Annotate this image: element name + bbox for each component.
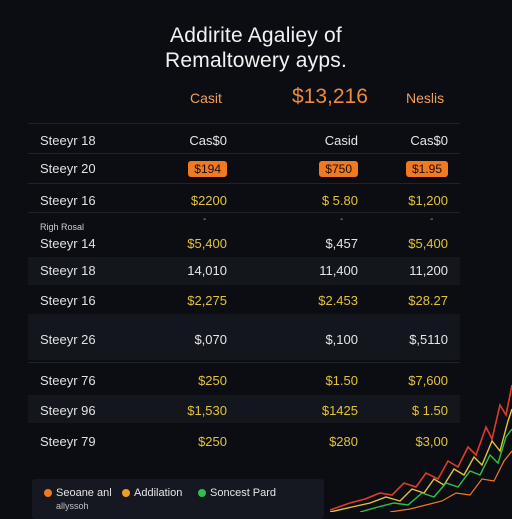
table-row[interactable]: Steeyr 20 $194 $750 $1.95 (0, 158, 512, 180)
cell: $28.27 (408, 293, 448, 308)
page-subtitle: Remaltowery ayps. (165, 49, 347, 72)
row-band (28, 257, 460, 285)
cell: $1425 (321, 403, 358, 418)
dash-marker: - (340, 214, 344, 225)
legend-subtext: allyssoh (56, 501, 89, 511)
legend-label: Soncest Pard (210, 487, 277, 499)
cell: Cas$0 (410, 133, 448, 148)
header-casit: Casit (190, 90, 222, 106)
dash-marker: - (203, 214, 207, 225)
cell: $,100 (325, 332, 358, 347)
cell: $2,275 (187, 293, 227, 308)
legend: Seoane anl Addilation Soncest Pard allys… (32, 479, 324, 519)
row-label: Steeyr 18 (40, 263, 96, 278)
legend-swatch (198, 489, 206, 497)
cell: Casid (324, 133, 358, 148)
cell: $ 5.80 (321, 193, 358, 208)
cell: $,457 (325, 236, 358, 251)
divider (28, 123, 460, 124)
sparkline-decoration (330, 384, 512, 512)
cell: $3,00 (415, 434, 448, 449)
legend-label: Addilation (134, 487, 183, 499)
cell: $1,200 (408, 193, 448, 208)
cell: Cas$0 (189, 133, 227, 148)
cell: $1,530 (187, 403, 227, 418)
table-row[interactable]: Steeyr 18 14,010 11,400 11,200 (0, 260, 512, 282)
row-label: Steeyr 18 (40, 133, 96, 148)
legend-swatch (122, 489, 130, 497)
header-total: $13,216 (292, 85, 368, 108)
page-title: Addirite Agaliey of (170, 24, 342, 47)
section-subheading: Righ Rosal (40, 222, 85, 232)
header-neslis: Neslis (406, 90, 445, 106)
row-label: Steeyr 26 (40, 332, 96, 347)
cell: 14,010 (187, 263, 227, 278)
legend-swatch (44, 489, 52, 497)
row-label: Steeyr 16 (40, 293, 96, 308)
table-row[interactable]: Steeyr 26 $,070 $,100 $,5110 (0, 329, 512, 351)
value-badge: $1.95 (405, 161, 448, 177)
cell: $5,400 (187, 236, 227, 251)
dash-marker: - (430, 214, 434, 225)
table-row[interactable]: Steeyr 76 $250 $1.50 $7,600 (0, 370, 512, 392)
row-label: Steeyr 14 (40, 236, 96, 251)
cell: $1.50 (325, 373, 358, 388)
cell: $2.453 (318, 293, 358, 308)
row-band (28, 395, 460, 423)
table-row[interactable]: Steeyr 18 Cas$0 Casid Cas$0 (0, 130, 512, 152)
divider (28, 153, 460, 154)
legend-item: Addilation (122, 487, 182, 499)
legend-item: Seoane anl (44, 487, 112, 499)
cell: $250 (198, 373, 227, 388)
table-row[interactable]: Steeyr 16 $2,275 $2.453 $28.27 (0, 290, 512, 312)
table-row[interactable]: Steeyr 14 $5,400 $,457 $5,400 (0, 233, 512, 255)
legend-item: Soncest Pard (198, 487, 276, 499)
divider (28, 212, 460, 213)
value-badge: $750 (319, 161, 358, 177)
table-row[interactable]: Steeyr 16 $2200 $ 5.80 $1,200 (0, 190, 512, 212)
divider (28, 362, 460, 363)
row-label: Steeyr 20 (40, 161, 96, 176)
divider (28, 183, 460, 184)
cell: $,070 (194, 332, 227, 347)
table-row[interactable]: Steeyr 79 $250 $280 $3,00 (0, 431, 512, 453)
table-row[interactable]: Steeyr 96 $1,530 $1425 $ 1.50 (0, 400, 512, 422)
value-badge: $194 (188, 161, 227, 177)
row-label: Steeyr 79 (40, 434, 96, 449)
cell: $7,600 (408, 373, 448, 388)
cell: 11,400 (319, 263, 358, 278)
row-label: Steeyr 76 (40, 373, 96, 388)
row-label: Steeyr 16 (40, 193, 96, 208)
cell: 11,200 (409, 263, 448, 278)
cell: $ 1.50 (411, 403, 448, 418)
cell: $5,400 (408, 236, 448, 251)
cell: $250 (198, 434, 227, 449)
cell: $,5110 (409, 332, 448, 347)
cell: $280 (329, 434, 358, 449)
row-label: Steeyr 96 (40, 403, 96, 418)
legend-label: Seoane anl (56, 487, 112, 499)
cell: $2200 (190, 193, 227, 208)
row-band (28, 314, 460, 360)
